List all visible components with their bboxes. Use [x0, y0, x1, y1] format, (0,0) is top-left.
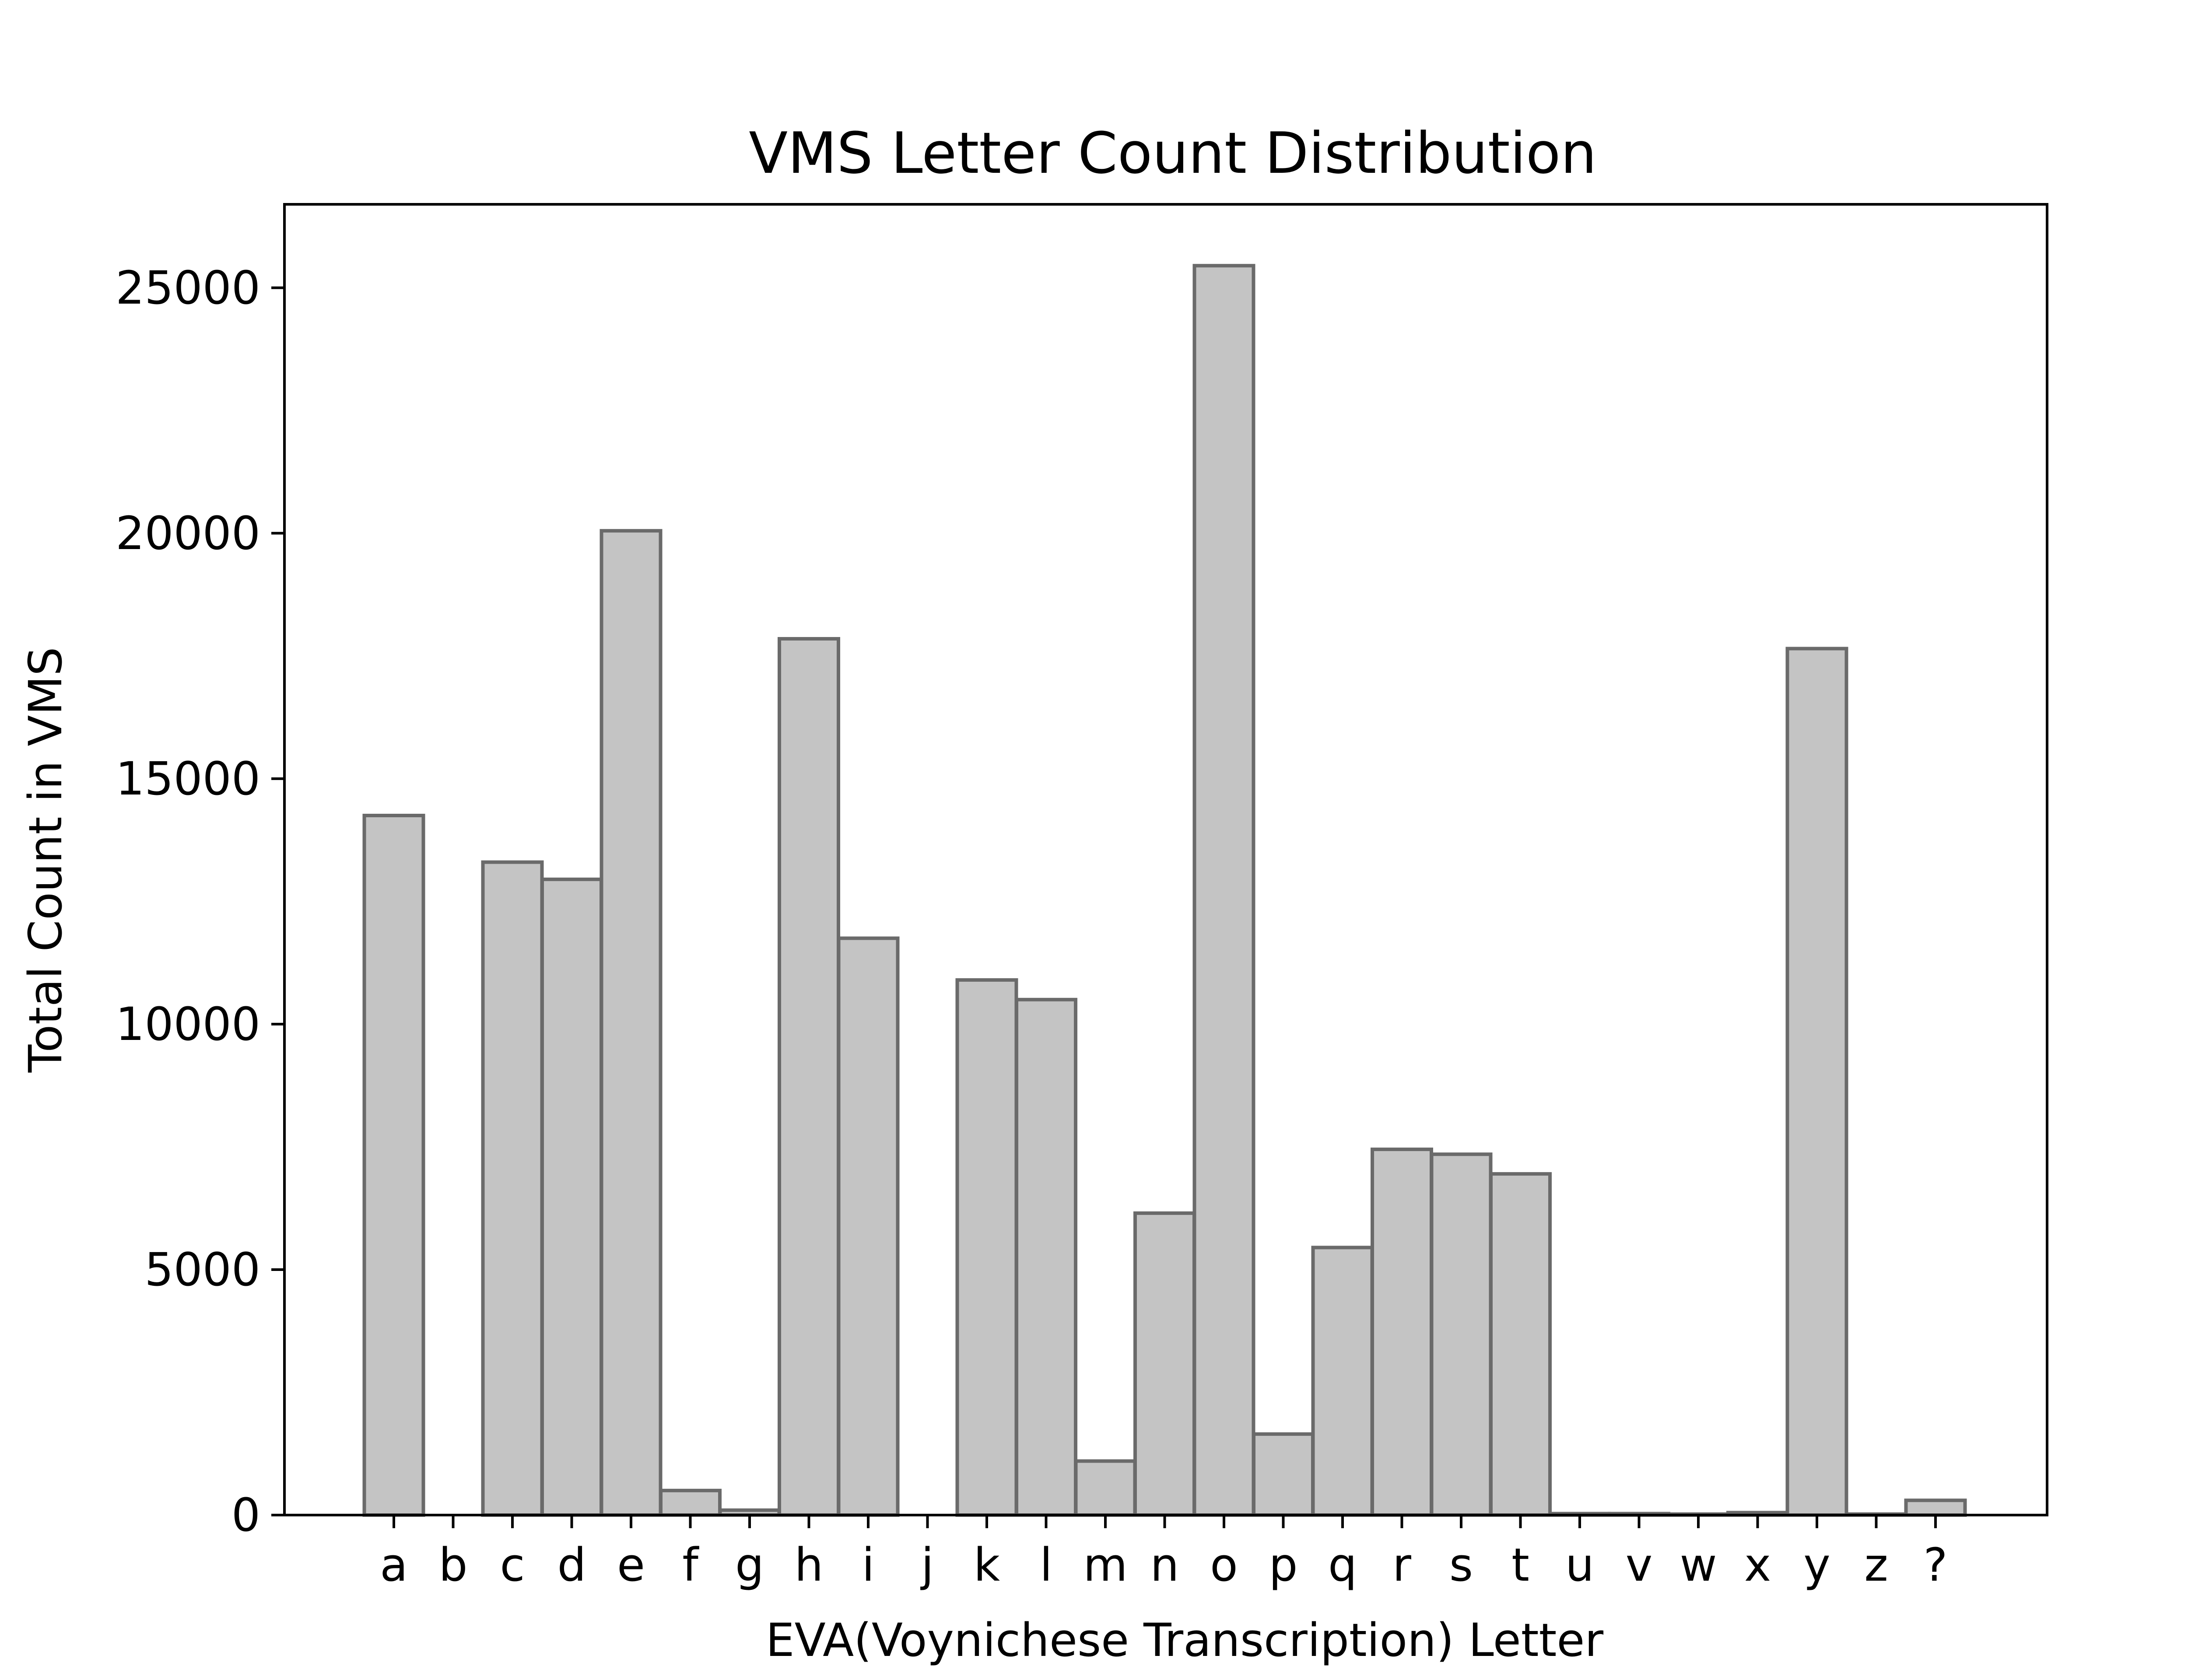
- x-tick-label: u: [1565, 1538, 1594, 1592]
- x-tick-label: c: [500, 1538, 525, 1592]
- y-tick-label: 15000: [116, 752, 260, 805]
- x-axis-label: EVA(Voynichese Transcription) Letter: [766, 1614, 1603, 1667]
- y-tick-label: 20000: [116, 507, 260, 560]
- x-tick-label: n: [1150, 1538, 1179, 1592]
- bars: [362, 264, 1967, 1517]
- x-tick-label: o: [1210, 1538, 1238, 1592]
- bar-s: [1430, 1152, 1493, 1517]
- bar-k: [955, 978, 1018, 1517]
- x-tick-label: v: [1626, 1538, 1653, 1592]
- bar-i: [837, 936, 900, 1517]
- bar-f: [659, 1488, 722, 1517]
- x-tick-label: s: [1449, 1538, 1473, 1592]
- bar-n: [1133, 1211, 1196, 1517]
- x-tick-label: r: [1392, 1538, 1411, 1592]
- x-tick-label: w: [1680, 1538, 1717, 1592]
- y-axis: 0 5000 10000 15000 20000 25000: [116, 261, 284, 1542]
- bar-q: [1311, 1246, 1374, 1517]
- x-tick-label: x: [1744, 1538, 1771, 1592]
- bar-m: [1074, 1459, 1137, 1517]
- bar-o: [1192, 264, 1255, 1517]
- x-tick-label: l: [1040, 1538, 1052, 1592]
- x-tick-label: e: [617, 1538, 645, 1592]
- bar-l: [1015, 998, 1077, 1517]
- y-axis-label: Total Count in VMS: [19, 647, 72, 1073]
- bar-e: [600, 529, 663, 1517]
- y-tick-label: 5000: [144, 1243, 260, 1296]
- bar-h: [778, 637, 840, 1517]
- x-tick-label: d: [557, 1538, 586, 1592]
- y-tick-label: 0: [231, 1488, 260, 1542]
- x-tick-label: ?: [1923, 1538, 1947, 1592]
- x-tick-label: q: [1328, 1538, 1357, 1592]
- x-tick-label: a: [380, 1538, 408, 1592]
- x-tick-label: f: [682, 1538, 699, 1592]
- x-tick-label: t: [1511, 1538, 1529, 1592]
- x-tick-label: h: [795, 1538, 824, 1592]
- x-tick-label: i: [862, 1538, 875, 1592]
- bar-unknown: [1904, 1498, 1967, 1517]
- bar-a: [362, 814, 425, 1517]
- x-tick-label: p: [1269, 1538, 1297, 1592]
- bar-p: [1252, 1432, 1315, 1517]
- bar-t: [1489, 1172, 1552, 1517]
- x-axis: a b c d e f g h i j k l m n o p q r s t u v w x y z?: [380, 1515, 1948, 1592]
- chart-title: VMS Letter Count Distribution: [749, 120, 1597, 186]
- x-tick-label: y: [1803, 1538, 1830, 1592]
- bar-c: [481, 860, 544, 1517]
- x-tick-label: m: [1083, 1538, 1127, 1592]
- x-tick-label: z: [1864, 1538, 1888, 1592]
- x-tick-label: k: [974, 1538, 1000, 1592]
- bar-y: [1785, 647, 1848, 1517]
- x-tick-label: g: [735, 1538, 764, 1592]
- bar-r: [1371, 1148, 1433, 1517]
- y-tick-label: 10000: [116, 998, 260, 1051]
- y-tick-label: 25000: [116, 261, 260, 315]
- x-tick-label: j: [920, 1538, 934, 1592]
- bar-d: [540, 877, 603, 1517]
- x-tick-label: b: [438, 1538, 467, 1592]
